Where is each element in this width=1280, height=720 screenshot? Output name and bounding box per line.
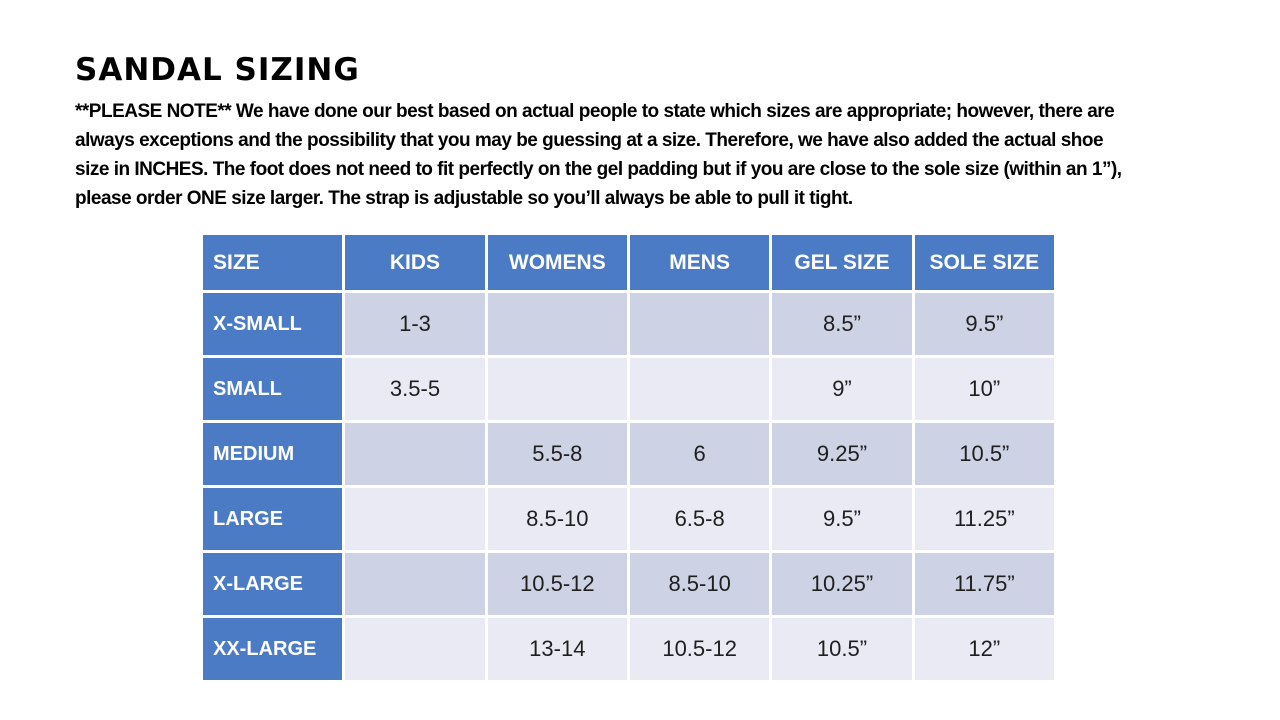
cell-mens: 6 xyxy=(626,420,773,488)
row-label-x-large: X-LARGE xyxy=(199,550,346,618)
cell-womens xyxy=(484,290,630,358)
table-header-row: SIZE KIDS WOMENS MENS GEL SIZE SOLE SIZE xyxy=(199,232,1058,293)
cell-mens: 8.5-10 xyxy=(626,550,773,618)
cell-mens xyxy=(626,290,773,358)
cell-sole: 10.5” xyxy=(911,420,1058,488)
row-label-x-small: X-SMALL xyxy=(199,290,346,358)
cell-gel: 10.5” xyxy=(769,615,915,683)
note-line: please order ONE size larger. The strap … xyxy=(75,188,853,209)
cell-kids xyxy=(342,550,488,618)
table-row-x-large: X-LARGE 10.5-12 8.5-10 10.25” 11.75” xyxy=(199,550,1058,618)
cell-sole: 12” xyxy=(911,615,1058,683)
header-mens: MENS xyxy=(626,232,773,293)
cell-kids: 1-3 xyxy=(342,290,488,358)
row-label-large: LARGE xyxy=(199,485,346,553)
row-label-xx-large: XX-LARGE xyxy=(199,615,346,683)
cell-gel: 10.25” xyxy=(769,550,915,618)
note-line: **PLEASE NOTE** We have done our best ba… xyxy=(75,101,1115,122)
sandal-sizing-table: SIZE KIDS WOMENS MENS GEL SIZE SOLE SIZE… xyxy=(199,232,1058,683)
cell-mens xyxy=(626,355,773,423)
table-row-large: LARGE 8.5-10 6.5-8 9.5” 11.25” xyxy=(199,485,1058,553)
cell-kids xyxy=(342,485,488,553)
cell-gel: 9” xyxy=(769,355,915,423)
please-note-paragraph: **PLEASE NOTE** We have done our best ba… xyxy=(75,97,1122,213)
header-sole-size: SOLE SIZE xyxy=(911,232,1058,293)
note-line: always exceptions and the possibility th… xyxy=(75,130,1104,151)
cell-kids xyxy=(342,420,488,488)
header-size: SIZE xyxy=(199,232,346,293)
cell-mens: 6.5-8 xyxy=(626,485,773,553)
cell-kids xyxy=(342,615,488,683)
cell-gel: 8.5” xyxy=(769,290,915,358)
row-label-small: SMALL xyxy=(199,355,346,423)
cell-sole: 9.5” xyxy=(911,290,1058,358)
cell-sole: 11.25” xyxy=(911,485,1058,553)
note-line: size in INCHES. The foot does not need t… xyxy=(75,159,1122,180)
table-row-medium: MEDIUM 5.5-8 6 9.25” 10.5” xyxy=(199,420,1058,488)
cell-womens: 5.5-8 xyxy=(484,420,630,488)
cell-mens: 10.5-12 xyxy=(626,615,773,683)
cell-gel: 9.25” xyxy=(769,420,915,488)
page-title: SANDAL SIZING xyxy=(75,52,360,88)
table-row-small: SMALL 3.5-5 9” 10” xyxy=(199,355,1058,423)
cell-womens: 8.5-10 xyxy=(484,485,630,553)
header-kids: KIDS xyxy=(342,232,488,293)
row-label-medium: MEDIUM xyxy=(199,420,346,488)
cell-womens: 10.5-12 xyxy=(484,550,630,618)
table-row-x-small: X-SMALL 1-3 8.5” 9.5” xyxy=(199,290,1058,358)
table-row-xx-large: XX-LARGE 13-14 10.5-12 10.5” 12” xyxy=(199,615,1058,683)
cell-womens: 13-14 xyxy=(484,615,630,683)
cell-kids: 3.5-5 xyxy=(342,355,488,423)
header-gel-size: GEL SIZE xyxy=(769,232,915,293)
cell-gel: 9.5” xyxy=(769,485,915,553)
cell-womens xyxy=(484,355,630,423)
cell-sole: 10” xyxy=(911,355,1058,423)
header-womens: WOMENS xyxy=(484,232,630,293)
cell-sole: 11.75” xyxy=(911,550,1058,618)
